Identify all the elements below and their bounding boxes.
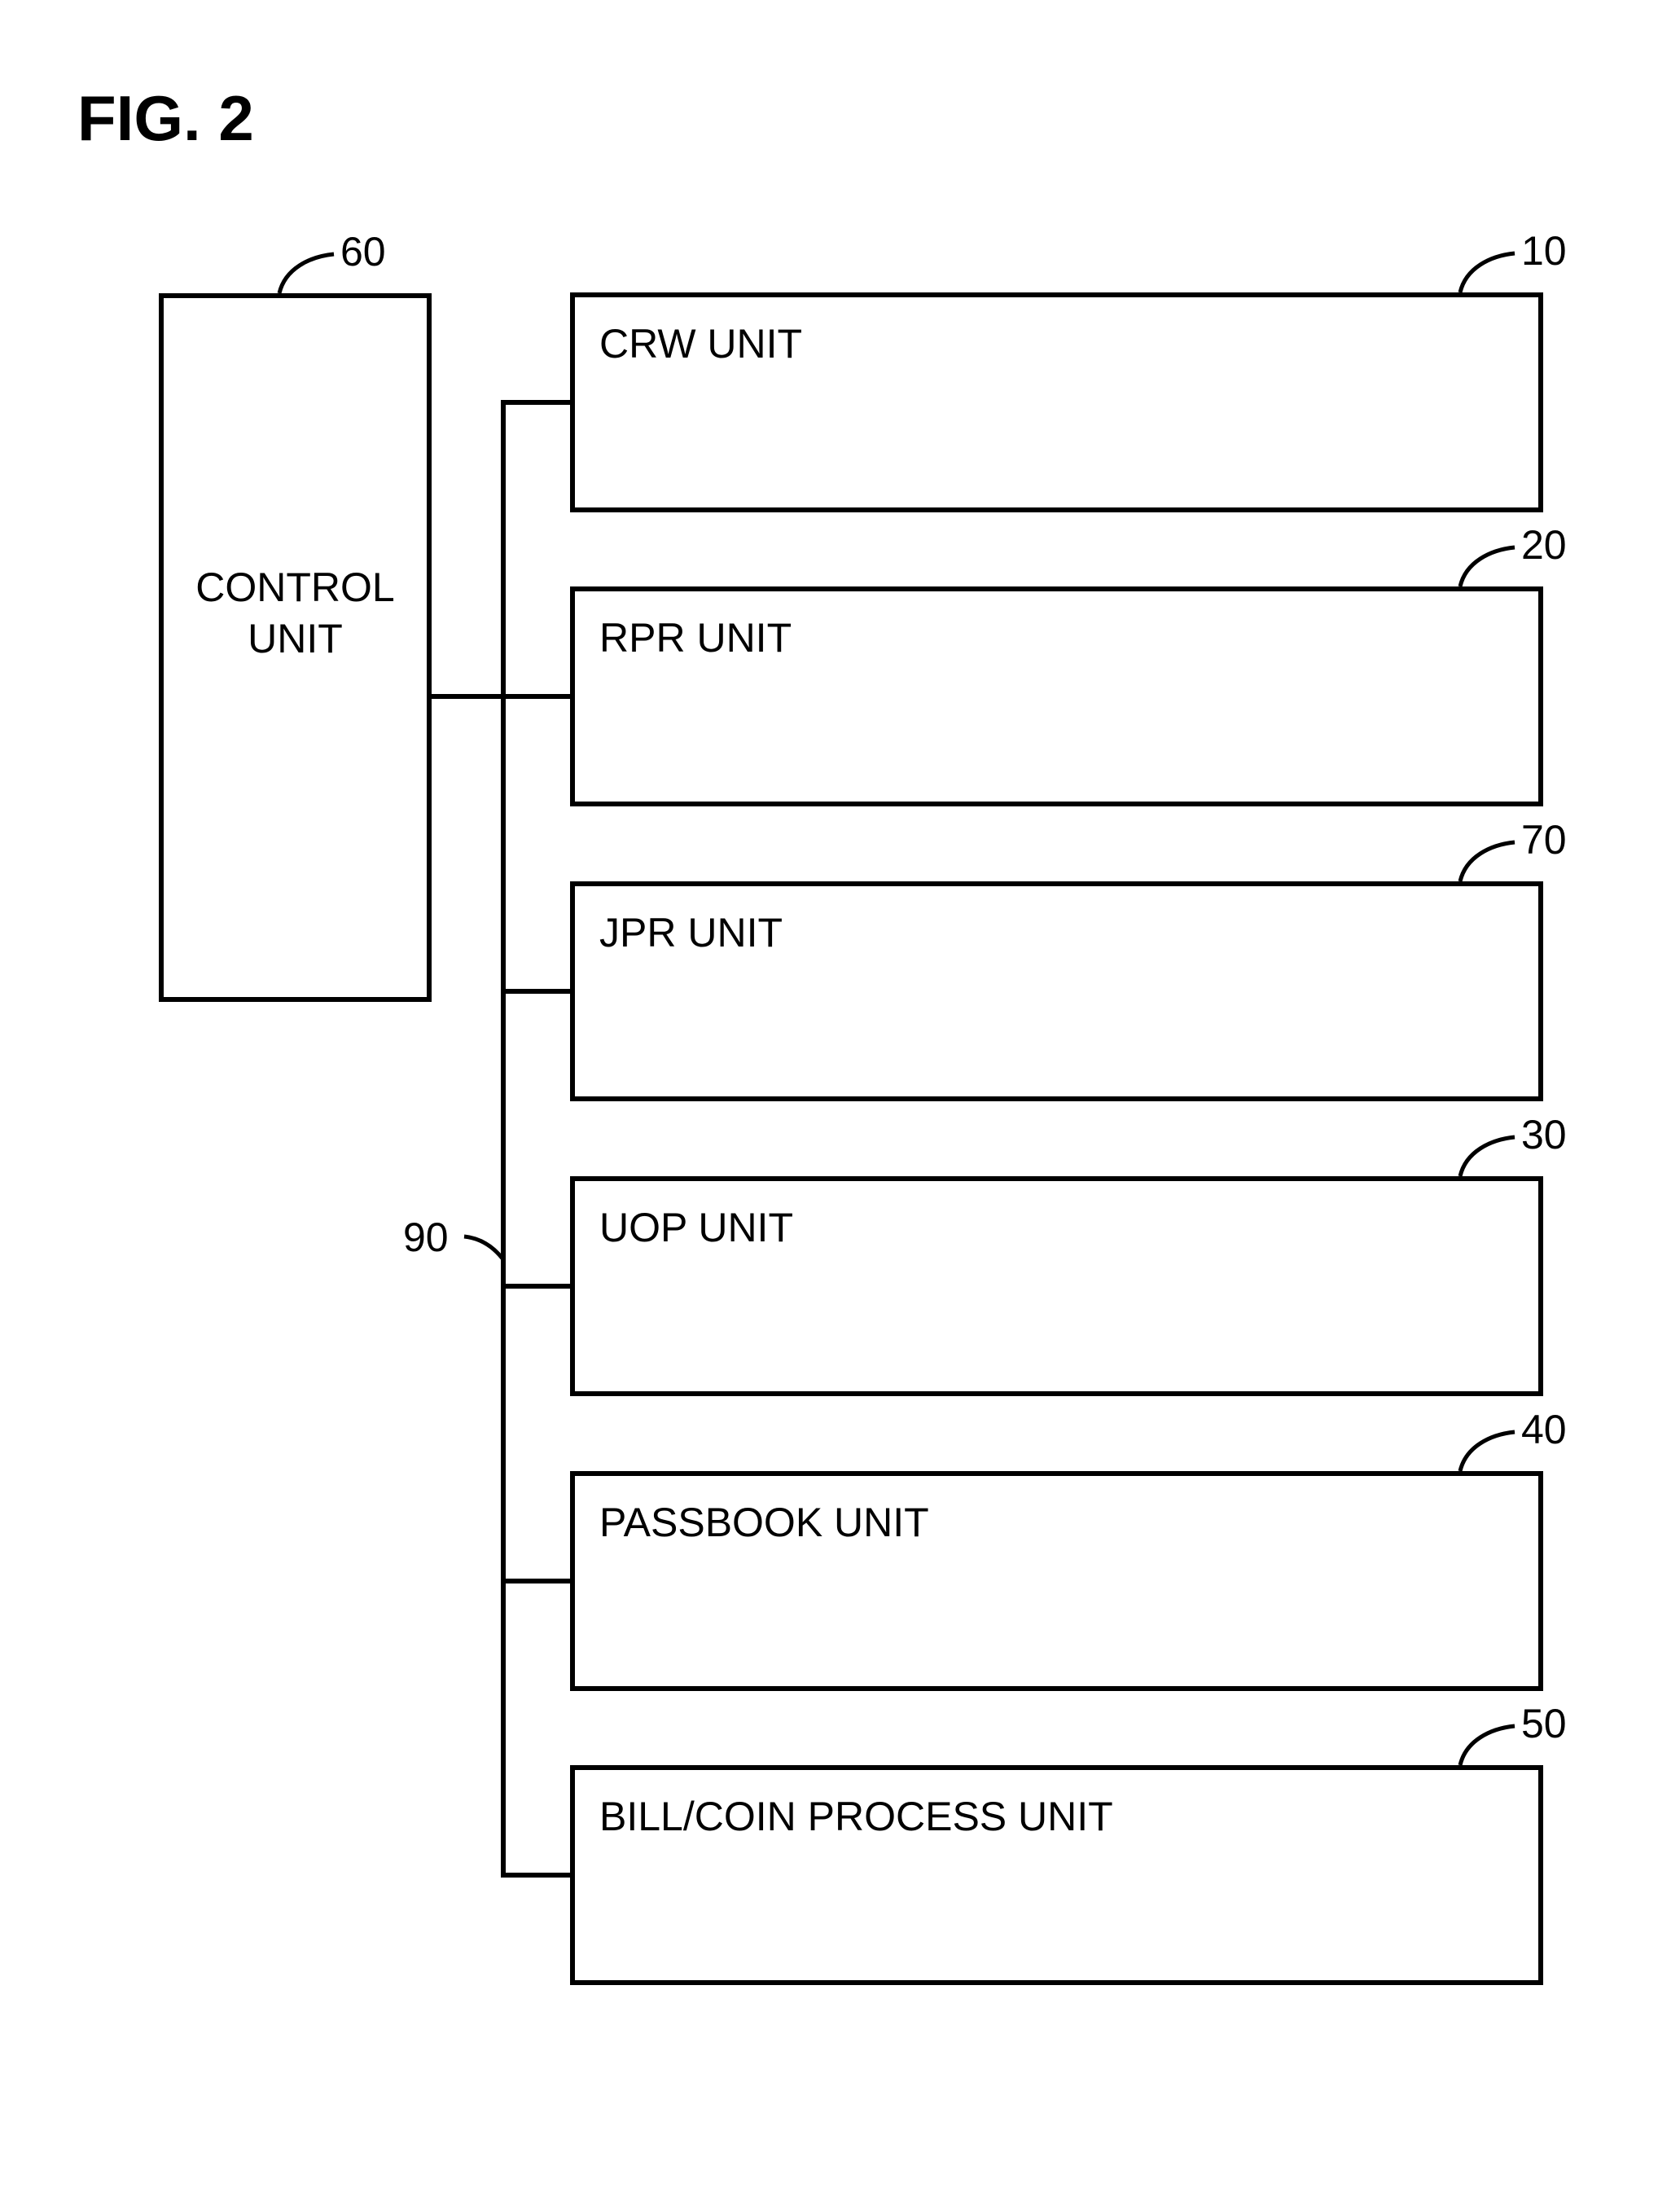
unit-ref-number-5: 50 (1521, 1700, 1567, 1747)
unit-ref-connector-5 (0, 0, 1680, 2205)
page: FIG. 2 CONTROL UNIT 60 90 CRW UNIT 10 RP… (0, 0, 1680, 2205)
